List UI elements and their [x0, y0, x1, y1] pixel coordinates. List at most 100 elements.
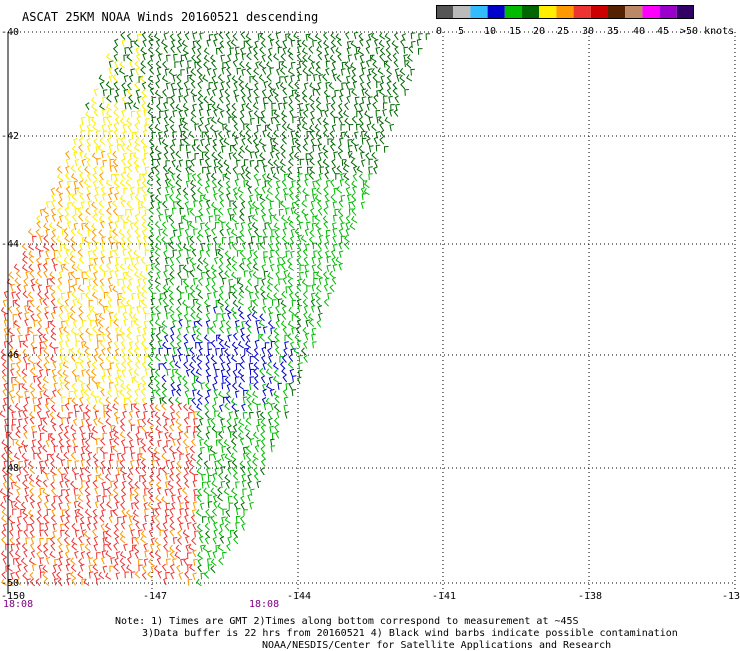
wind-barb — [128, 74, 134, 83]
wind-barb — [115, 88, 120, 97]
wind-barb — [226, 130, 231, 138]
wind-barb — [44, 355, 50, 364]
wind-barb — [361, 96, 367, 104]
wind-barb — [306, 74, 312, 82]
wind-barb — [59, 480, 64, 488]
wind-barb — [198, 102, 204, 110]
wind-barb — [43, 390, 50, 398]
wind-barb — [291, 389, 297, 397]
wind-barb — [66, 221, 72, 229]
wind-barb — [128, 418, 133, 427]
wind-barb — [105, 522, 111, 531]
wind-barb — [106, 53, 112, 61]
wind-barb — [204, 395, 210, 404]
wind-barb — [43, 528, 49, 537]
wind-barb — [192, 32, 197, 40]
wind-barb — [237, 186, 244, 194]
wind-barb — [106, 94, 112, 103]
wind-barb — [247, 325, 252, 334]
note-line-2: 3)Data buffer is 22 hrs from 20160521 4)… — [142, 628, 678, 639]
wind-barb — [75, 277, 81, 285]
wind-barb — [79, 360, 84, 369]
wind-barb — [83, 341, 90, 350]
wind-barb — [141, 221, 148, 230]
wind-barb — [259, 193, 266, 202]
wind-barb — [119, 61, 126, 69]
time-label-left: 18:08 — [3, 599, 34, 610]
wind-barb — [298, 102, 304, 111]
colorbar-swatches — [436, 5, 694, 19]
wind-barb — [178, 95, 184, 103]
wind-barb — [49, 271, 56, 279]
wind-barb — [281, 110, 288, 118]
wind-barb — [287, 172, 294, 181]
wind-barb — [91, 228, 97, 237]
wind-barb — [252, 431, 259, 440]
wind-barb — [39, 432, 45, 440]
wind-barb — [27, 291, 34, 299]
wind-barb — [85, 111, 92, 119]
wind-barb — [249, 249, 255, 257]
wind-barb — [207, 516, 213, 524]
wind-barb — [70, 243, 76, 252]
wind-barb — [56, 221, 63, 229]
wind-barb — [330, 179, 335, 188]
wind-barb — [264, 222, 269, 230]
wind-barb — [289, 109, 294, 118]
wind-barb — [162, 423, 169, 432]
wind-barb — [170, 411, 175, 420]
wind-barb — [119, 530, 126, 539]
wind-barb — [125, 383, 132, 391]
wind-barb — [190, 453, 196, 462]
wind-barb — [2, 388, 7, 397]
wind-barb — [215, 214, 220, 222]
wind-barb — [133, 403, 140, 411]
wind-barb — [56, 297, 63, 306]
wind-barb — [310, 207, 315, 216]
wind-barb — [93, 571, 99, 580]
wind-barb — [351, 215, 358, 224]
wind-barb — [191, 397, 197, 406]
wind-barb — [119, 466, 126, 475]
wind-barb — [302, 327, 308, 335]
wind-barb — [301, 200, 308, 208]
wind-barb — [182, 403, 189, 412]
wind-barb — [197, 488, 202, 497]
wind-barb — [233, 81, 238, 89]
wind-barb — [380, 75, 386, 83]
wind-barb — [249, 207, 255, 215]
wind-barb — [227, 495, 233, 503]
wind-barb — [144, 514, 149, 523]
wind-barb — [225, 60, 231, 69]
wind-barb — [220, 81, 225, 89]
wind-barb — [93, 514, 98, 523]
wind-barb — [92, 563, 99, 572]
wind-barb — [126, 299, 132, 308]
wind-barb — [245, 452, 251, 461]
wind-barb — [54, 558, 59, 566]
wind-barb — [33, 375, 38, 383]
wind-barb — [78, 179, 84, 188]
wind-barb — [252, 74, 258, 83]
wind-barb — [0, 354, 7, 362]
wind-barb — [228, 116, 233, 124]
wind-barb — [119, 551, 127, 559]
wind-barb — [57, 563, 63, 572]
wind-barb — [56, 283, 62, 292]
wind-barb — [213, 38, 218, 47]
wind-barb — [258, 61, 265, 69]
wind-barb — [172, 109, 178, 118]
wind-barb — [236, 250, 242, 257]
wind-barb — [159, 110, 164, 118]
wind-barb — [317, 52, 323, 61]
wind-barb — [74, 515, 80, 523]
wind-barb — [74, 375, 80, 383]
wind-barb — [351, 115, 357, 124]
wind-barb — [302, 54, 308, 63]
colorbar-label: 45 — [657, 26, 670, 37]
wind-barb — [230, 452, 237, 461]
wind-barb — [134, 397, 140, 405]
wind-barb — [193, 375, 199, 383]
wind-barb — [311, 327, 317, 336]
wind-barb — [200, 446, 205, 455]
